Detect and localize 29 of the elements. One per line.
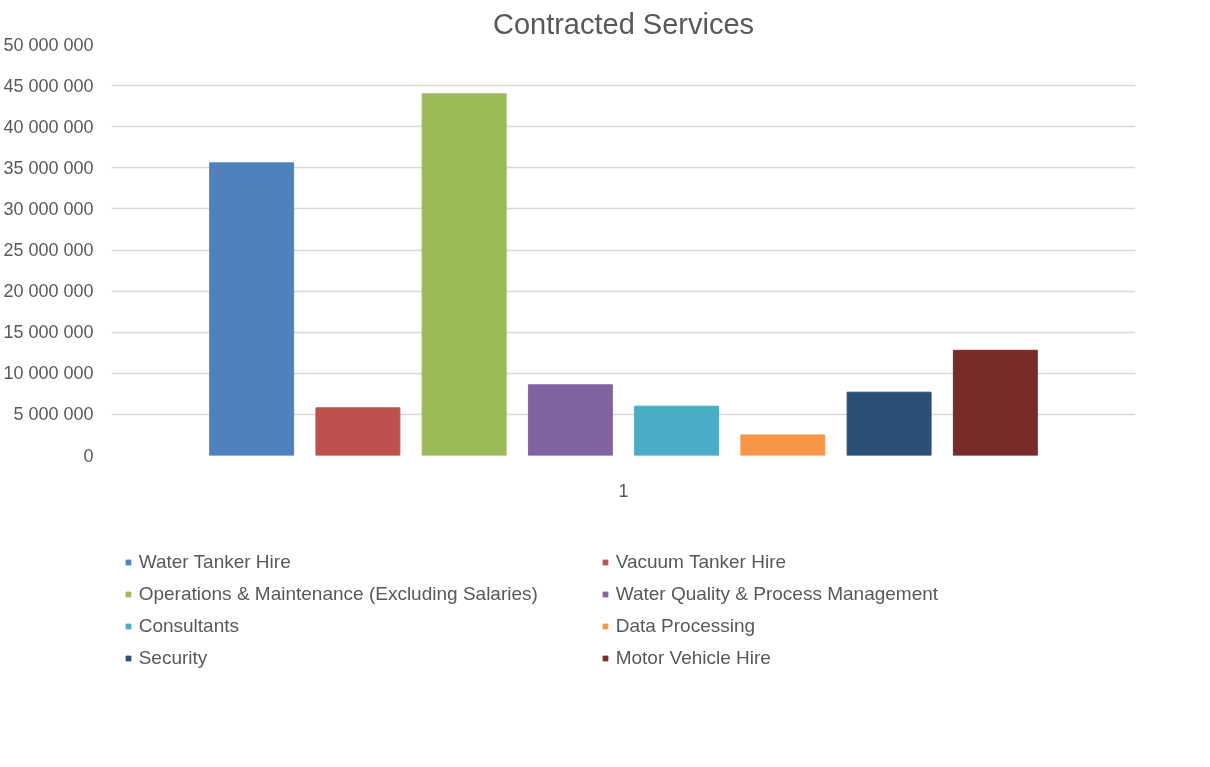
y-tick-label: 20 000 000 — [3, 281, 94, 302]
legend-label: Operations & Maintenance (Excluding Salaries) — [138, 583, 539, 605]
bar — [740, 434, 826, 456]
x-tick-label: 1 — [618, 480, 629, 501]
y-tick-label: 5 000 000 — [13, 404, 94, 425]
bar — [634, 405, 720, 456]
y-tick-label: 35 000 000 — [3, 157, 94, 178]
bar — [421, 93, 507, 456]
legend-label: Consultants — [138, 615, 240, 637]
bar — [209, 162, 295, 456]
bar — [315, 407, 401, 456]
legend-label: Data Processing — [615, 615, 757, 637]
y-tick-label: 15 000 000 — [3, 322, 94, 343]
y-tick-label: 45 000 000 — [3, 75, 94, 96]
y-tick-label: 10 000 000 — [3, 363, 94, 384]
bar — [527, 384, 613, 456]
y-tick-label: 40 000 000 — [3, 116, 94, 137]
y-tick-label: 25 000 000 — [3, 240, 94, 260]
bar — [846, 391, 932, 456]
chart-title: Contracted Services — [492, 7, 755, 40]
legend-label: Water Quality & Process Management — [615, 583, 940, 605]
legend-label: Security — [138, 647, 209, 669]
legend-label: Vacuum Tanker Hire — [615, 551, 788, 573]
y-tick-label: 30 000 000 — [3, 198, 94, 219]
legend-label: Water Tanker Hire — [138, 551, 292, 573]
y-tick-label: 0 — [83, 445, 94, 466]
legend-label: Motor Vehicle Hire — [615, 647, 772, 669]
y-tick-label: 50 000 000 — [3, 34, 94, 55]
bar — [952, 349, 1038, 456]
